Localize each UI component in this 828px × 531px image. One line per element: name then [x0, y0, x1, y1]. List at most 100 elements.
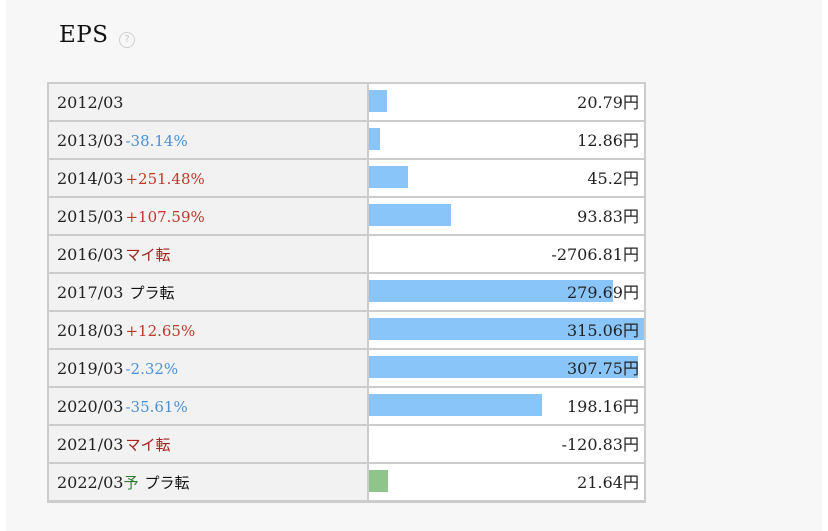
- page-title: EPS: [59, 22, 109, 48]
- value-bar: [369, 166, 408, 188]
- value-bar: [369, 394, 542, 416]
- value-bar: [369, 128, 380, 150]
- period-cell: 2017/03 プラ転: [49, 274, 367, 310]
- period-cell: 2016/03 マイ転: [49, 236, 367, 272]
- change-label: +12.65%: [125, 322, 196, 340]
- help-icon[interactable]: ?: [119, 32, 135, 48]
- value-unit: 円: [622, 359, 639, 378]
- value-unit: 円: [622, 131, 639, 150]
- period-label: 2021/03: [57, 435, 124, 454]
- change-label: -35.61%: [125, 398, 188, 416]
- value-label: 198.16円: [567, 388, 639, 425]
- value-number: -120.83: [561, 435, 623, 454]
- value-unit: 円: [622, 397, 639, 416]
- value-number: -2706.81: [551, 245, 623, 264]
- value-number: 12.86: [577, 131, 623, 150]
- change-label: +107.59%: [125, 208, 205, 226]
- change-label: プラ転: [129, 284, 175, 302]
- value-unit: 円: [622, 245, 639, 264]
- value-bar: [369, 280, 613, 302]
- change-label: マイ転: [125, 436, 171, 454]
- value-unit: 円: [622, 473, 639, 492]
- value-cell: 307.75円: [369, 350, 644, 386]
- value-label: 45.2円: [587, 160, 639, 197]
- value-cell: 198.16円: [369, 388, 644, 424]
- table-row: 2018/03 +12.65% 315.06円: [49, 312, 644, 348]
- value-label: 21.64円: [577, 464, 639, 501]
- eps-table: 2012/03 20.79円 2013/03 -38.14% 12.86円 2014/03…: [47, 82, 646, 503]
- value-cell: 12.86円: [369, 122, 644, 158]
- value-label: 279.69円: [567, 274, 639, 311]
- period-cell: 2018/03 +12.65%: [49, 312, 367, 348]
- forecast-bar: [369, 470, 388, 492]
- value-label: -120.83円: [562, 426, 639, 463]
- period-cell: 2012/03: [49, 84, 367, 120]
- value-cell: 20.79円: [369, 84, 644, 120]
- table-row: 2013/03 -38.14% 12.86円: [49, 122, 644, 158]
- period-label: 2013/03: [57, 131, 124, 150]
- table-row: 2017/03 プラ転 279.69円: [49, 274, 644, 310]
- value-unit: 円: [622, 93, 639, 112]
- value-label: 20.79円: [577, 84, 639, 121]
- value-number: 45.2: [587, 169, 623, 188]
- table-row: 2014/03 +251.48% 45.2円: [49, 160, 644, 196]
- period-cell: 2013/03 -38.14%: [49, 122, 367, 158]
- value-label: 93.83円: [577, 198, 639, 235]
- period-label: 2017/03: [57, 283, 124, 302]
- value-label: 12.86円: [577, 122, 639, 159]
- table-row: 2016/03 マイ転 -2706.81円: [49, 236, 644, 272]
- change-label: プラ転: [144, 474, 190, 492]
- period-label: 2016/03: [57, 245, 124, 264]
- table-row: 2019/03 -2.32% 307.75円: [49, 350, 644, 386]
- value-number: 21.64: [577, 473, 623, 492]
- period-cell: 2015/03 +107.59%: [49, 198, 367, 234]
- value-unit: 円: [622, 169, 639, 188]
- value-cell: 21.64円: [369, 464, 644, 500]
- table-row: 2012/03 20.79円: [49, 84, 644, 120]
- change-label: -2.32%: [125, 360, 179, 378]
- value-number: 198.16: [567, 397, 623, 416]
- period-label: 2018/03: [57, 321, 124, 340]
- eps-panel: EPS ? 2012/03 20.79円 2013/03 -38.14% 12.86円 2…: [6, 0, 822, 531]
- change-label: マイ転: [125, 246, 171, 264]
- change-label: -38.14%: [125, 132, 188, 150]
- table-row: 2021/03 マイ転 -120.83円: [49, 426, 644, 462]
- period-label: 2012/03: [57, 93, 124, 112]
- value-number: 279.69: [567, 283, 623, 302]
- value-cell: 45.2円: [369, 160, 644, 196]
- period-cell: 2020/03 -35.61%: [49, 388, 367, 424]
- value-number: 20.79: [577, 93, 623, 112]
- value-bar: [369, 356, 638, 378]
- value-cell: 279.69円: [369, 274, 644, 310]
- value-unit: 円: [622, 283, 639, 302]
- value-number: 93.83: [577, 207, 623, 226]
- value-label: 307.75円: [567, 350, 639, 387]
- value-unit: 円: [622, 321, 639, 340]
- table-row: 2015/03 +107.59% 93.83円: [49, 198, 644, 234]
- table-row: 2022/03予 プラ転 21.64円: [49, 464, 644, 500]
- period-cell: 2019/03 -2.32%: [49, 350, 367, 386]
- period-label: 2022/03: [57, 473, 124, 492]
- value-label: 315.06円: [567, 312, 639, 349]
- period-label: 2020/03: [57, 397, 124, 416]
- period-label: 2019/03: [57, 359, 124, 378]
- period-cell: 2021/03 マイ転: [49, 426, 367, 462]
- value-cell: -2706.81円: [369, 236, 644, 272]
- period-label: 2015/03: [57, 207, 124, 226]
- period-cell: 2014/03 +251.48%: [49, 160, 367, 196]
- value-number: 315.06: [567, 321, 623, 340]
- forecast-mark: 予: [123, 474, 139, 492]
- value-bar: [369, 318, 644, 340]
- value-label: -2706.81円: [551, 236, 639, 273]
- value-cell: 93.83円: [369, 198, 644, 234]
- value-cell: 315.06円: [369, 312, 644, 348]
- value-cell: -120.83円: [369, 426, 644, 462]
- table-row: 2020/03 -35.61% 198.16円: [49, 388, 644, 424]
- value-unit: 円: [622, 207, 639, 226]
- period-label: 2014/03: [57, 169, 124, 188]
- value-bar: [369, 204, 451, 226]
- value-bar: [369, 90, 387, 112]
- value-unit: 円: [622, 435, 639, 454]
- value-number: 307.75: [567, 359, 623, 378]
- change-label: +251.48%: [125, 170, 205, 188]
